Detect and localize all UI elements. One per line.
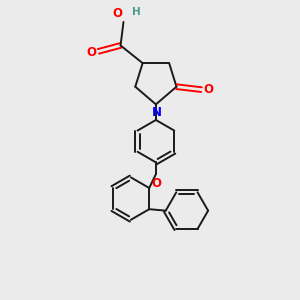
Text: O: O xyxy=(112,7,122,20)
Text: O: O xyxy=(204,83,214,96)
Text: H: H xyxy=(132,7,140,16)
Text: O: O xyxy=(86,46,96,59)
Text: O: O xyxy=(151,177,161,190)
Text: N: N xyxy=(152,106,161,119)
